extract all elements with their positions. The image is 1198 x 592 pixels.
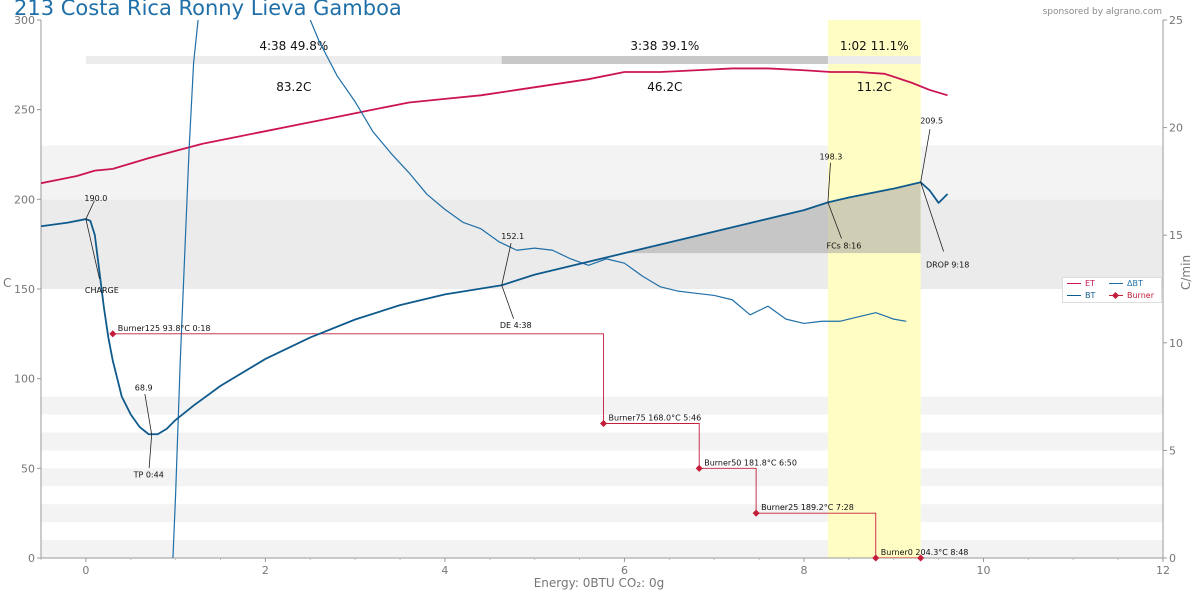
annotation-de-temp: 152.1 [501, 232, 524, 241]
x-axis-label: Energy: 0BTU CO₂: 0g [533, 576, 665, 590]
et-line [41, 67, 948, 185]
annotation-burner-event: Burner25 189.2°C 7:28 [761, 503, 854, 512]
y-tick-label: 50 [21, 462, 35, 475]
x-tick-label: 12 [1156, 564, 1170, 577]
burner-marker [917, 554, 925, 562]
legend-label-burner: Burner [1127, 291, 1154, 300]
first-crack-band [827, 20, 921, 558]
annotation-burner-event: Burner50 181.8°C 6:50 [704, 458, 797, 467]
delta-bt-line [172, 20, 199, 558]
y2-tick-label: 15 [1169, 229, 1183, 242]
phase-delta-label: 11.2C [857, 80, 892, 94]
x-tick-label: 2 [262, 564, 269, 577]
y-tick-label: 150 [14, 283, 35, 296]
burner-marker [599, 419, 608, 428]
background-band [41, 504, 1163, 523]
annotation-fcs: FCs 8:16 [826, 241, 861, 250]
burner-marker [872, 554, 880, 562]
y2-tick-label: 10 [1169, 337, 1183, 350]
y-tick-label: 0 [28, 552, 35, 565]
background-band [41, 540, 1163, 558]
burner-step-line [112, 333, 921, 558]
background-band [41, 468, 1163, 487]
annotation-leader [920, 129, 931, 183]
phase-label: 1:02 11.1% [840, 39, 909, 53]
y2-tick-label: 20 [1169, 122, 1183, 135]
annotation-tp-temp: 68.9 [135, 383, 153, 392]
y-axis-label: C [3, 276, 12, 290]
burner-marker [109, 330, 117, 338]
y-tick-label: 250 [14, 104, 35, 117]
phase-label: 4:38 49.8% [259, 39, 328, 53]
phase-delta-label: 83.2C [276, 80, 311, 94]
annotation-fcs-temp: 198.3 [819, 152, 842, 161]
x-tick-label: 0 [82, 564, 89, 577]
annotation-drop: DROP 9:18 [926, 260, 969, 269]
legend-label-delta-bt: ΔBT [1127, 279, 1143, 288]
annotation-leader [827, 202, 842, 239]
x-tick-label: 10 [976, 564, 990, 577]
y-tick-label: 100 [14, 373, 35, 386]
legend-label-et: ET [1085, 279, 1095, 288]
annotation-burner-event: Burner0 204.3°C 8:48 [881, 548, 969, 557]
y2-tick-label: 25 [1169, 14, 1183, 27]
background-band [41, 145, 1163, 200]
legend-swatch-bt [1067, 295, 1081, 296]
annotation-leader [85, 218, 100, 280]
y2-tick-label: 0 [1169, 552, 1176, 565]
annotation-burner-event: Burner75 168.0°C 5:46 [609, 414, 702, 423]
background-band [41, 432, 1163, 451]
legend-item-delta-bt[interactable]: ΔBT [1109, 279, 1143, 288]
legend-swatch-et [1067, 283, 1081, 284]
legend-swatch-burner [1109, 291, 1123, 299]
annotation-leader [920, 182, 944, 252]
legend-item-bt[interactable]: BT [1067, 291, 1095, 300]
bt-line [41, 181, 949, 436]
legend-label-bt: BT [1085, 291, 1096, 300]
chart-title: 213 Costa Rica Ronny Lieva Gamboa [14, 0, 402, 20]
annotation-drop-temp: 209.5 [920, 116, 943, 125]
annotation-charge: CHARGE [85, 286, 119, 295]
annotation-leader [827, 162, 831, 203]
phase-delta-label: 46.2C [647, 80, 682, 94]
y-tick-label: 200 [14, 193, 35, 206]
legend-item-burner[interactable]: Burner [1109, 291, 1154, 300]
legend-item-et[interactable]: ET [1067, 279, 1095, 288]
x-tick-label: 6 [621, 564, 628, 577]
delta-bt-line [309, 20, 907, 325]
annotation-leader [148, 434, 153, 469]
y2-axis-label: C/min [1179, 254, 1193, 290]
legend-swatch-delta-bt [1109, 283, 1123, 284]
background-band [41, 199, 1163, 289]
annotation-leader [501, 285, 515, 319]
y-tick-label: 300 [14, 14, 35, 27]
sponsor-text: sponsored by algrano.com [1042, 7, 1162, 17]
phase-bar-segment [501, 56, 828, 64]
annotation-burner-event: Burner125 93.8°C 0:18 [118, 324, 211, 333]
auc-area [584, 182, 921, 254]
x-tick-label: 4 [441, 564, 448, 577]
annotation-leader [144, 393, 153, 435]
annotation-leader [501, 243, 512, 286]
background-band [41, 396, 1163, 415]
phase-label: 3:38 39.1% [630, 39, 699, 53]
annotation-de: DE 4:38 [500, 321, 532, 330]
annotation-tp: TP 0:44 [133, 470, 164, 479]
annotation-leader [85, 200, 95, 220]
x-tick-label: 8 [800, 564, 807, 577]
annotation-charge-temp: 190.0 [84, 194, 107, 203]
burner-marker [695, 464, 703, 472]
chart-legend: ET BT ΔBT Burner [1062, 277, 1162, 303]
y2-tick-label: 5 [1169, 444, 1176, 457]
